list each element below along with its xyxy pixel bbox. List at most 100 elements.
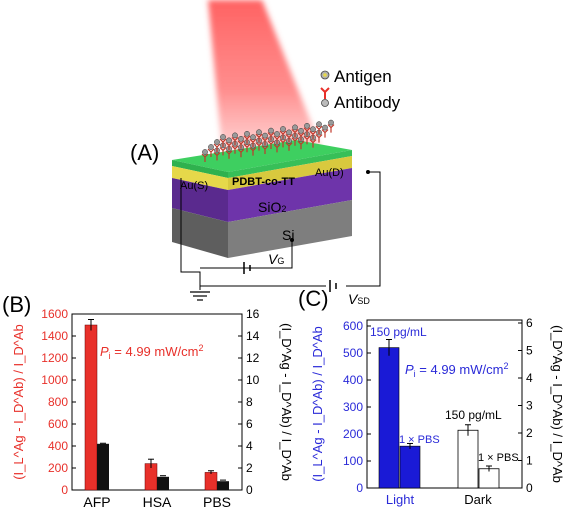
tick-label-right: 6 — [246, 417, 253, 431]
bar-dark-1 — [478, 468, 500, 489]
antibody-label: Antibody — [334, 93, 401, 112]
antibody-molecule — [315, 125, 323, 135]
tick-label-right: 0 — [246, 483, 253, 497]
panel-c-power: Pi = 4.99 mW/cm2 — [405, 361, 508, 379]
antibody-molecule — [285, 133, 293, 143]
antigen-molecule — [226, 137, 232, 144]
tick-label-left: 400 — [343, 373, 363, 387]
si-layer — [172, 208, 228, 258]
tick-label-left: 200 — [48, 461, 68, 475]
antibody-molecule — [249, 147, 257, 156]
antigen-molecule — [208, 144, 214, 150]
category-label: AFP — [83, 494, 110, 508]
chart-b: 0 200 400 600 800 1000 1200 1400 1600 0 2 4 6 8 10 12 14… — [11, 307, 294, 508]
antibody-molecule — [291, 128, 299, 138]
bar-dark-0 — [457, 429, 479, 489]
antibody-molecule — [297, 132, 305, 141]
antigen-molecule — [316, 121, 322, 128]
polymer-top — [172, 140, 352, 172]
antigen-molecule — [232, 132, 238, 139]
device-stack: Au(S) PDBT-co-TT Au(D) SiO2 Si — [172, 140, 352, 258]
panel-a: (A) Antigen Antibody — [130, 0, 401, 307]
tick-label-right: 4 — [246, 439, 253, 453]
tick-label-left: 100 — [343, 454, 363, 468]
tick-label-right: 0 — [526, 481, 533, 495]
plot-frame — [366, 319, 523, 489]
antibody-molecule — [279, 130, 287, 139]
antibody-molecule — [237, 148, 245, 158]
antigen-molecule — [328, 119, 334, 126]
sio2-layer — [172, 178, 228, 222]
antigen-molecule — [268, 127, 274, 134]
tick-label-left: 0 — [61, 483, 68, 497]
antibody-molecule — [243, 135, 251, 144]
y-axis-right-label: (I_D^Ag - I_D^Ab) / I_D^Ab — [279, 323, 294, 481]
antibody-molecule — [267, 132, 275, 141]
antibody-molecule — [231, 145, 239, 154]
tick-label-left: 1600 — [41, 307, 68, 321]
light-conc-label: 150 pg/mL — [370, 325, 427, 339]
antigen-molecule — [262, 132, 268, 139]
antibody-molecule — [231, 136, 239, 146]
vg-label: VG — [268, 251, 284, 267]
antibody-molecule — [321, 129, 329, 138]
bar-right-PBS — [217, 481, 229, 490]
tick-label-left: 1200 — [41, 351, 68, 365]
ground-icon — [190, 291, 210, 301]
tick-label-right: 16 — [246, 307, 260, 321]
antibody-molecule — [279, 138, 287, 148]
circuit-wiring — [180, 170, 381, 290]
bar-right-HSA — [157, 476, 169, 490]
bar-light-0 — [378, 347, 400, 489]
tick-label-left: 1000 — [41, 373, 68, 387]
category-label: PBS — [203, 494, 231, 508]
antibody-molecule — [255, 133, 263, 143]
tick-label-left: 600 — [343, 319, 363, 333]
tick-label-left: 0 — [356, 481, 363, 495]
light-pbs-label: 1 × PBS — [399, 434, 440, 446]
layer-drain: Au(D) — [315, 167, 344, 179]
antigen-molecule — [214, 139, 220, 145]
antibody-molecule — [327, 124, 335, 133]
antibody-molecule — [273, 143, 281, 153]
category-label: Light — [386, 492, 415, 507]
antigen-molecule — [322, 124, 328, 131]
antibody-molecule — [273, 135, 281, 144]
antibody-molecule — [303, 135, 311, 145]
antibody-molecule — [243, 143, 251, 153]
tick-label-right: 14 — [246, 329, 260, 343]
antibody-molecule — [225, 141, 233, 151]
antibody-molecule — [255, 142, 263, 151]
tick-label-left: 600 — [48, 417, 68, 431]
antibody-molecule — [267, 140, 275, 149]
antigen-molecule — [202, 149, 208, 155]
tick-label-right: 2 — [526, 426, 533, 440]
antibody-molecule — [297, 140, 305, 150]
tick-label-right: 1 — [526, 454, 533, 468]
antibody-icon — [320, 87, 330, 107]
dark-conc-label: 150 pg/mL — [445, 408, 502, 422]
antigen-molecule — [238, 135, 244, 142]
antigen-label: Antigen — [334, 67, 392, 86]
y-axis-left-label: (I_L^Ag - I_D^Ab) / I_D^Ab — [11, 324, 26, 480]
antibody-molecule — [261, 145, 269, 154]
y-axis-right-label: (I_D^Ag - I_D^Ab) / I_D^Ab — [550, 325, 565, 483]
antibody-molecule — [309, 139, 317, 148]
tick-label-left: 200 — [343, 427, 363, 441]
gold-electrode-layer — [172, 166, 228, 190]
tick-label-right: 12 — [246, 351, 260, 365]
bar-left-AFP — [84, 324, 98, 491]
dark-pbs-label: 1 × PBS — [478, 452, 519, 464]
tick-label-right: 4 — [526, 371, 533, 385]
panel-b-power: Pi = 4.99 mW/cm2 — [100, 343, 203, 361]
antibody-molecule — [237, 140, 245, 149]
bar-light-1 — [399, 445, 421, 489]
antigen-molecule — [274, 131, 280, 137]
tick-label-right: 5 — [526, 344, 533, 358]
antibody-molecule — [309, 130, 317, 140]
layer-source: Au(S) — [180, 180, 208, 192]
panel-c-label: (C) — [298, 286, 329, 311]
category-label: Dark — [464, 492, 492, 507]
bar-left-PBS — [204, 472, 218, 491]
